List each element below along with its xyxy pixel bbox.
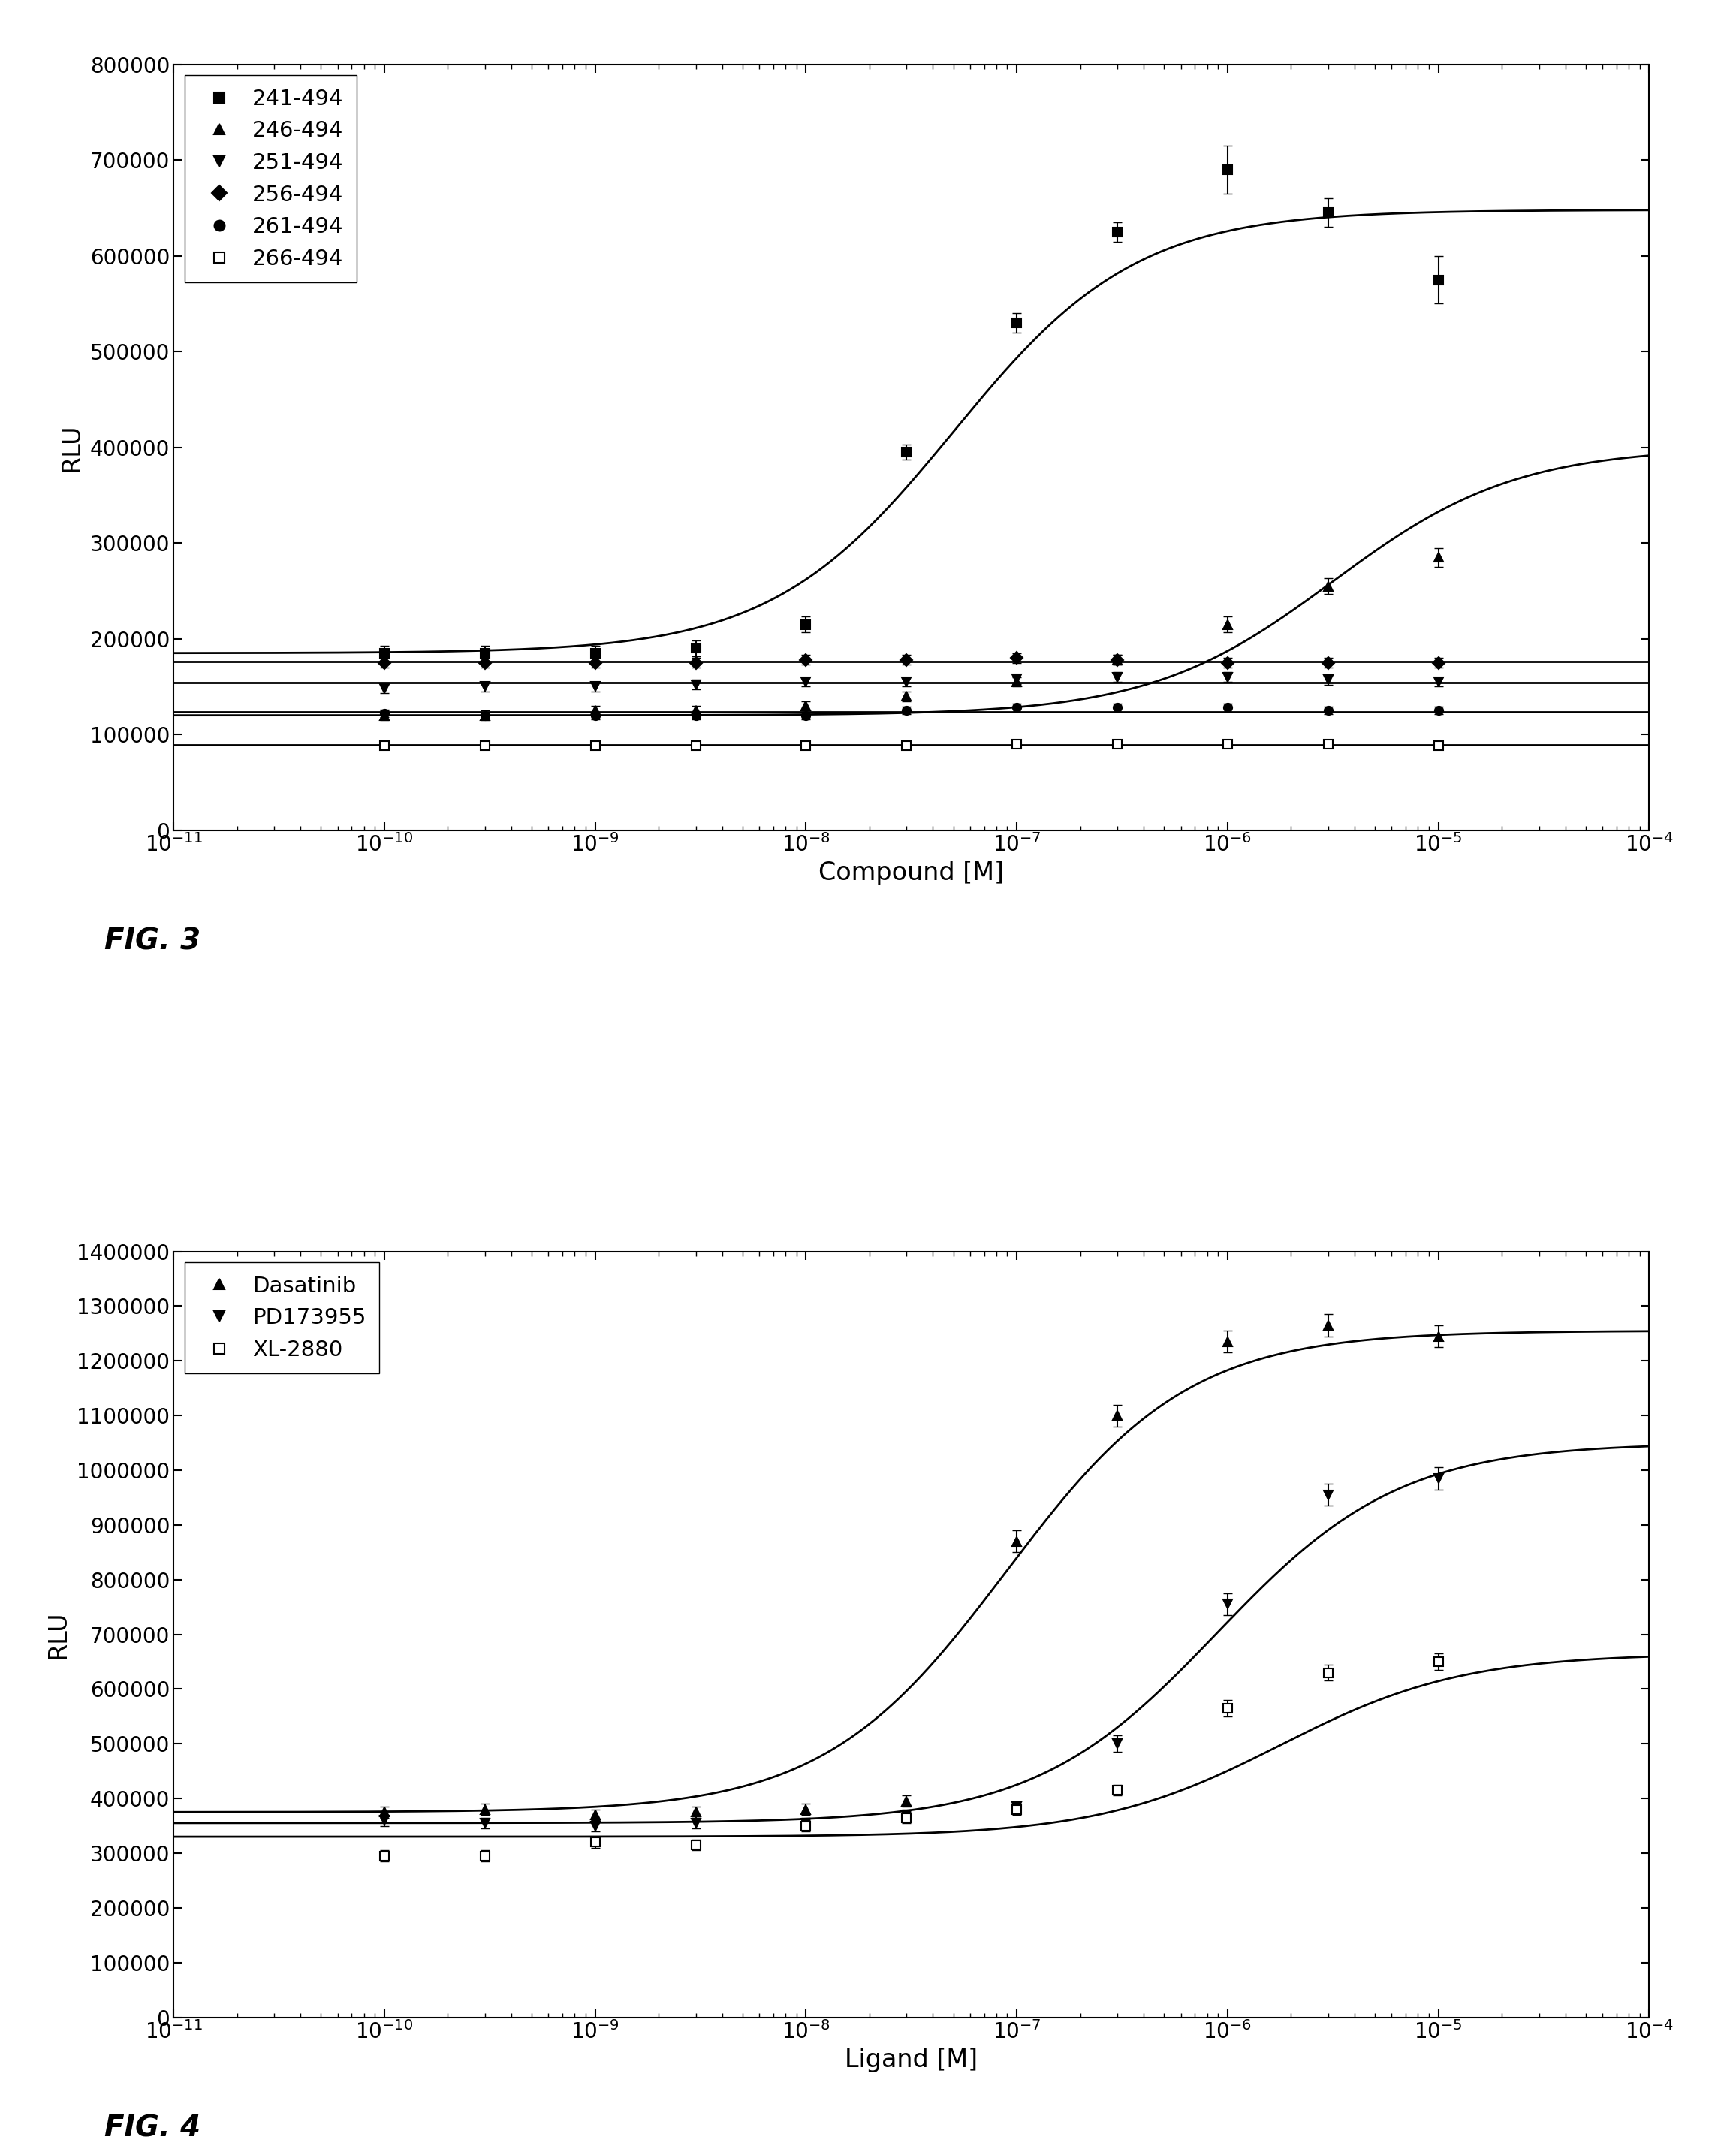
- X-axis label: Ligand [M]: Ligand [M]: [845, 2047, 977, 2073]
- Y-axis label: RLU: RLU: [59, 423, 83, 472]
- X-axis label: Compound [M]: Compound [M]: [819, 861, 1003, 886]
- Legend: Dasatinib, PD173955, XL-2880: Dasatinib, PD173955, XL-2880: [184, 1262, 378, 1373]
- Text: FIG. 3: FIG. 3: [104, 927, 200, 955]
- Text: FIG. 4: FIG. 4: [104, 2114, 200, 2142]
- Legend: 241-494, 246-494, 251-494, 256-494, 261-494, 266-494: 241-494, 246-494, 251-494, 256-494, 261-…: [184, 75, 358, 283]
- Y-axis label: RLU: RLU: [45, 1610, 71, 1659]
